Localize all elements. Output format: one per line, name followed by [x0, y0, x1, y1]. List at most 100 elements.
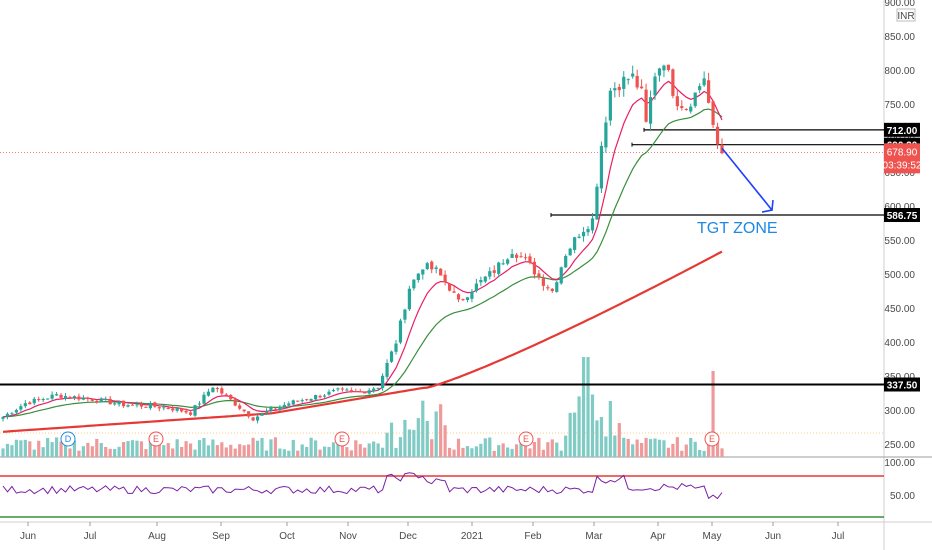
volume-bar — [590, 394, 595, 457]
volume-bar — [135, 440, 139, 457]
candle-body — [550, 288, 554, 292]
volume-bar — [380, 447, 385, 457]
volume-bar — [523, 443, 528, 457]
event-label: E — [709, 434, 715, 444]
volume-bar — [550, 439, 554, 457]
volume-bar — [354, 440, 358, 457]
y-tick-label: 500.00 — [884, 270, 915, 281]
candle-body — [698, 86, 702, 91]
volume-bar — [340, 444, 345, 457]
rsi-tick-label: 50.00 — [890, 491, 915, 502]
candle-body — [497, 262, 501, 274]
volume-bar — [653, 438, 657, 457]
y-tick-label: 450.00 — [884, 304, 915, 315]
candle-body — [37, 399, 41, 401]
volume-bar — [1, 448, 5, 457]
candle-body — [345, 389, 349, 391]
volume-bar — [363, 447, 367, 457]
candle-body — [300, 400, 304, 402]
volume-bar — [260, 437, 264, 457]
candle-body — [684, 109, 688, 111]
volume-bar — [197, 440, 202, 457]
volume-bar — [599, 417, 604, 457]
candle-body — [564, 256, 568, 268]
volume-bar — [479, 443, 483, 457]
rsi-line — [2, 472, 723, 500]
candle-body — [532, 261, 537, 275]
x-tick-label: Sep — [212, 531, 230, 542]
projection-arrow-head — [761, 200, 774, 213]
volume-bar — [242, 445, 246, 457]
volume-bar — [193, 449, 197, 457]
candle-body — [586, 228, 590, 233]
earnings-event-marker[interactable] — [334, 431, 350, 447]
volume-bar — [497, 445, 501, 457]
candle-body — [81, 397, 85, 400]
candle-body — [211, 387, 215, 393]
event-label: E — [153, 434, 159, 444]
volume-bar — [372, 441, 376, 457]
volume-bar — [367, 443, 371, 457]
volume-bar — [184, 441, 188, 457]
candle-body — [573, 237, 577, 250]
volume-bar — [180, 446, 184, 457]
volume-bar — [514, 444, 519, 457]
currency-box[interactable] — [896, 8, 916, 22]
volume-bar — [282, 449, 286, 457]
x-tick-label: Mar — [585, 531, 603, 542]
candle-body — [693, 92, 697, 107]
volume-bar — [139, 441, 144, 457]
volume-bar — [171, 448, 175, 457]
earnings-event-marker[interactable] — [148, 431, 164, 447]
event-label: E — [339, 434, 345, 444]
volume-bar — [452, 449, 456, 457]
candle-body — [23, 403, 27, 407]
candle-body — [568, 248, 572, 256]
last-price-tag — [884, 143, 920, 174]
volume-bar — [19, 440, 23, 457]
earnings-event-marker[interactable] — [704, 431, 720, 447]
volume-bar — [461, 447, 465, 457]
candle-body — [613, 88, 617, 91]
candle-body — [282, 404, 286, 408]
candle-body — [711, 101, 715, 125]
candle-body — [278, 406, 282, 411]
x-tick-label: Jun — [20, 531, 36, 542]
candle-body — [41, 399, 45, 401]
event-label: E — [523, 434, 529, 444]
candle-body — [430, 261, 434, 270]
candle-body — [559, 267, 563, 284]
rsi-tick-label: 100.00 — [884, 458, 915, 469]
volume-bar — [202, 438, 206, 457]
volume-bar — [130, 440, 135, 457]
volume-bar — [314, 440, 318, 457]
volume-bar — [224, 447, 228, 457]
volume-bar — [63, 437, 68, 457]
candle-body — [68, 397, 72, 399]
candle-body — [519, 256, 523, 258]
candle-body — [541, 278, 545, 286]
volume-bar — [37, 440, 41, 457]
candle-body — [447, 283, 452, 291]
candle-body — [385, 362, 389, 377]
volume-bar — [573, 412, 577, 457]
volume-bar — [640, 442, 644, 457]
earnings-event-marker[interactable] — [518, 431, 534, 447]
dividend-event-marker[interactable] — [60, 431, 76, 447]
volume-bar — [586, 357, 590, 457]
volume-bar — [537, 437, 541, 457]
volume-bar — [247, 444, 251, 457]
x-tick-label: Jul — [84, 531, 97, 542]
y-tick-label: 800.00 — [884, 66, 915, 77]
volume-bar — [581, 357, 586, 457]
candle-body — [1, 416, 5, 419]
volume-bar — [215, 445, 219, 457]
candle-body — [171, 408, 175, 411]
candle-body — [367, 390, 371, 394]
volume-bar — [121, 442, 126, 457]
volume-bar — [220, 442, 224, 457]
candle-body — [358, 391, 362, 393]
candle-body — [528, 256, 532, 263]
candle-body — [501, 263, 505, 265]
